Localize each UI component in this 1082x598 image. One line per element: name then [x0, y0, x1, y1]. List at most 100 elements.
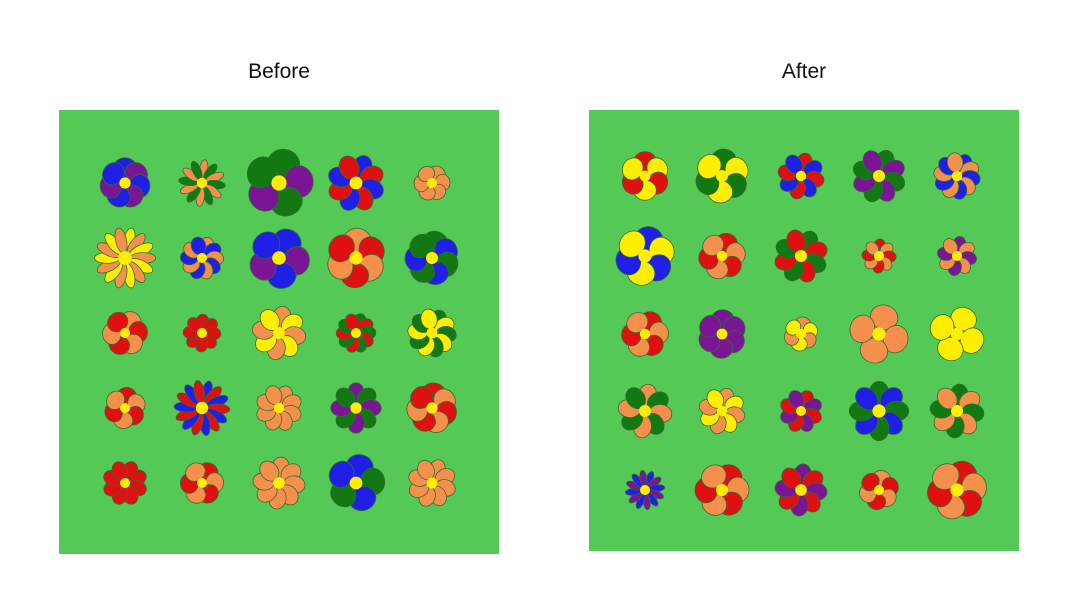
- flower-center: [120, 403, 130, 413]
- flower: [330, 382, 382, 434]
- flower-center: [426, 327, 438, 339]
- flower-center: [716, 328, 728, 340]
- flower-center: [273, 477, 285, 489]
- flower-center: [872, 404, 886, 418]
- flower-center: [716, 484, 728, 496]
- flower: [929, 306, 985, 362]
- after-flower-field: [589, 110, 1019, 551]
- flower: [927, 460, 987, 520]
- flower-center: [950, 483, 964, 497]
- flower: [617, 383, 673, 439]
- flower: [251, 305, 307, 361]
- flower-center: [426, 477, 438, 489]
- flower-center: [427, 178, 437, 188]
- flower: [328, 454, 386, 512]
- flower: [178, 159, 226, 207]
- flower: [937, 236, 977, 276]
- flower: [861, 238, 897, 274]
- flower-center: [273, 402, 285, 414]
- flower-center: [872, 327, 886, 341]
- flower-center: [426, 252, 438, 264]
- flower-center: [197, 478, 207, 488]
- flower: [94, 227, 156, 289]
- flower-center: [349, 251, 363, 265]
- flower-center: [351, 328, 361, 338]
- flower-center: [639, 170, 651, 182]
- flower: [246, 148, 314, 217]
- flower: [933, 152, 981, 200]
- flower-center: [350, 402, 362, 414]
- flower: [404, 230, 459, 285]
- flower-center: [426, 402, 438, 414]
- flower: [774, 229, 828, 283]
- flower-center: [273, 327, 285, 339]
- flower: [335, 313, 377, 353]
- flower: [859, 470, 899, 510]
- flower: [694, 464, 750, 516]
- flower: [252, 456, 306, 510]
- flower: [408, 459, 456, 507]
- flower: [328, 155, 384, 211]
- flower-center: [796, 406, 806, 416]
- flower-center: [716, 170, 728, 182]
- flower: [621, 151, 669, 201]
- flower: [407, 308, 457, 358]
- flower-center: [640, 485, 650, 495]
- flower-center: [195, 401, 209, 415]
- flower-center: [349, 476, 363, 490]
- flower-center: [874, 251, 884, 261]
- flower-center: [795, 250, 807, 262]
- flower-center: [950, 327, 964, 341]
- flower-center: [197, 253, 207, 263]
- flower-center: [639, 405, 651, 417]
- flower: [849, 304, 909, 364]
- flower-center: [349, 176, 363, 190]
- flower-center: [118, 251, 132, 265]
- flower-center: [120, 478, 130, 488]
- flower-center: [795, 484, 807, 496]
- flower-center: [119, 177, 131, 189]
- after-panel-title: After: [781, 60, 827, 83]
- flower: [848, 380, 910, 442]
- flower-center: [120, 328, 130, 338]
- flower: [780, 390, 822, 432]
- flower: [777, 152, 825, 200]
- flower: [327, 227, 385, 289]
- flower-center: [951, 170, 963, 182]
- flower: [624, 469, 666, 511]
- flower: [99, 157, 151, 208]
- flower-center: [796, 329, 806, 339]
- flower-center: [639, 328, 651, 340]
- flower-center: [716, 405, 728, 417]
- flower-center: [197, 328, 207, 338]
- flower: [180, 462, 224, 504]
- flower: [698, 232, 746, 280]
- before-panel-title: Before: [248, 60, 310, 83]
- flower: [929, 383, 985, 439]
- flower-center: [638, 249, 652, 263]
- flower: [104, 387, 146, 429]
- flower: [180, 236, 224, 280]
- flower: [698, 309, 746, 359]
- flower: [173, 380, 231, 436]
- flower-center: [874, 485, 884, 495]
- flower-center: [716, 250, 728, 262]
- flower: [852, 149, 906, 203]
- flower: [698, 387, 746, 435]
- flower: [695, 148, 749, 204]
- flower: [615, 226, 675, 286]
- flower-center: [873, 170, 885, 182]
- flower-center: [952, 251, 962, 261]
- flower: [783, 316, 819, 352]
- flower-center: [272, 251, 286, 265]
- flower: [249, 228, 310, 289]
- flower-center: [196, 177, 208, 189]
- before-flower-field: [59, 110, 499, 554]
- flower-center: [951, 405, 963, 417]
- flower-center: [795, 170, 807, 182]
- flower: [413, 165, 451, 201]
- flower: [774, 463, 828, 517]
- flower: [406, 382, 457, 433]
- flower: [102, 311, 148, 355]
- flower: [256, 385, 302, 431]
